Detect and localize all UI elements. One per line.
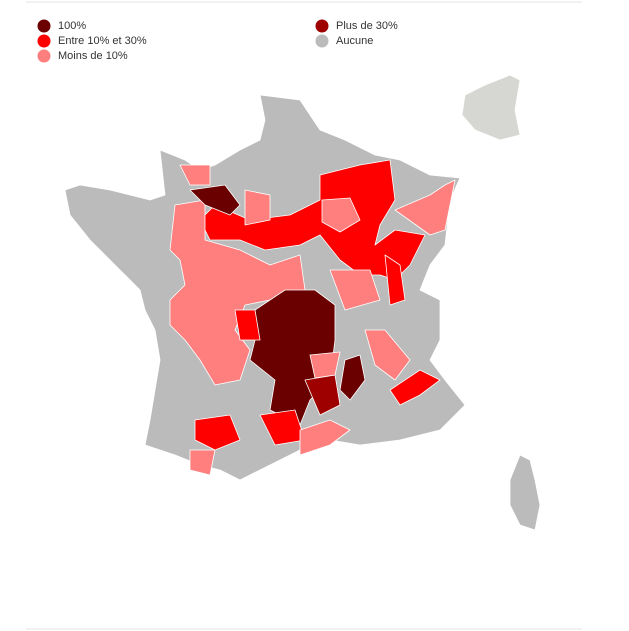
region-red — [194, 414, 241, 451]
region-red — [389, 369, 441, 406]
legend-label: Aucune — [336, 35, 373, 47]
legend: 100% Entre 10% et 30% Moins de 10% Plus de … — [37, 19, 398, 63]
paris-inset — [461, 74, 521, 141]
region-pink — [364, 329, 411, 381]
region-pink — [179, 164, 211, 186]
region-pink — [169, 199, 306, 386]
region-pink — [299, 419, 351, 456]
region-pink — [329, 269, 381, 311]
region-pink — [394, 179, 456, 236]
legend-swatch — [37, 34, 51, 48]
legend-swatch — [315, 34, 329, 48]
legend-label: Entre 10% et 30% — [58, 35, 147, 47]
legend-swatch — [315, 19, 329, 33]
legend-swatch — [37, 19, 51, 33]
france-map — [64, 74, 541, 531]
region-dark — [339, 354, 366, 401]
region-pink — [309, 351, 341, 379]
corsica — [509, 454, 541, 531]
region-pink — [244, 189, 271, 226]
region-red — [234, 309, 261, 341]
legend-swatch — [37, 49, 51, 63]
region-red — [384, 254, 406, 306]
legend-label: Moins de 10% — [58, 50, 128, 62]
region-pink — [189, 449, 216, 476]
legend-label: Plus de 30% — [336, 20, 398, 32]
region-dark — [189, 184, 241, 216]
legend-label: 100% — [58, 20, 86, 32]
region-pink — [321, 197, 361, 233]
